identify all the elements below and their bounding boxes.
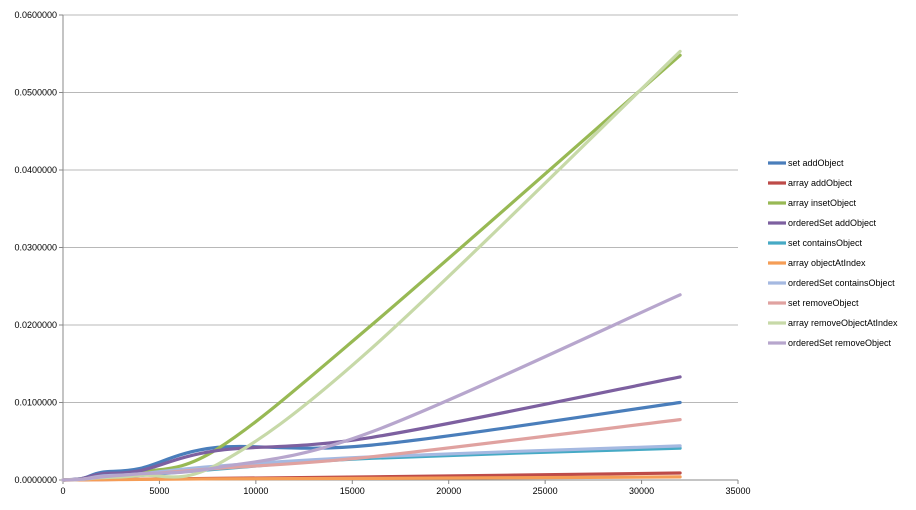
x-tick-label: 30000 (629, 486, 654, 496)
legend-label-array-removeobjectatindex: array removeObjectAtIndex (788, 318, 898, 328)
x-tick-label: 15000 (340, 486, 365, 496)
x-tick-label: 10000 (243, 486, 268, 496)
series-line-orderedset-removeobject (61, 293, 682, 482)
y-tick-label: 0.0300000 (14, 243, 57, 253)
y-tick-label: 0.0600000 (14, 10, 57, 20)
legend-label-set-removeobject: set removeObject (788, 298, 859, 308)
series-line-set-addobject (61, 400, 682, 482)
series-lines (61, 49, 682, 482)
x-tick-label: 20000 (436, 486, 461, 496)
x-tick-label: 25000 (533, 486, 558, 496)
legend-label-array-addobject: array addObject (788, 178, 853, 188)
legend-label-orderedset-containsobject: orderedSet containsObject (788, 278, 895, 288)
legend-label-orderedset-addobject: orderedSet addObject (788, 218, 877, 228)
legend-label-orderedset-removeobject: orderedSet removeObject (788, 338, 892, 348)
legend-label-array-objectatindex: array objectAtIndex (788, 258, 866, 268)
x-tick-label: 0 (60, 486, 65, 496)
legend-label-set-addobject: set addObject (788, 158, 844, 168)
y-tick-label: 0.0100000 (14, 398, 57, 408)
legend-label-set-containsobject: set containsObject (788, 238, 863, 248)
x-tick-label: 5000 (149, 486, 169, 496)
y-tick-label: 0.0500000 (14, 88, 57, 98)
y-tick-label: 0.0400000 (14, 165, 57, 175)
legend-label-array-insetobject: array insetObject (788, 198, 857, 208)
y-tick-label: 0.0200000 (14, 320, 57, 330)
y-tick-label: 0.0000000 (14, 475, 57, 485)
x-tick-label: 35000 (725, 486, 750, 496)
legend: set addObject array addObject array insetO… (768, 158, 898, 348)
gridlines (63, 14, 738, 403)
